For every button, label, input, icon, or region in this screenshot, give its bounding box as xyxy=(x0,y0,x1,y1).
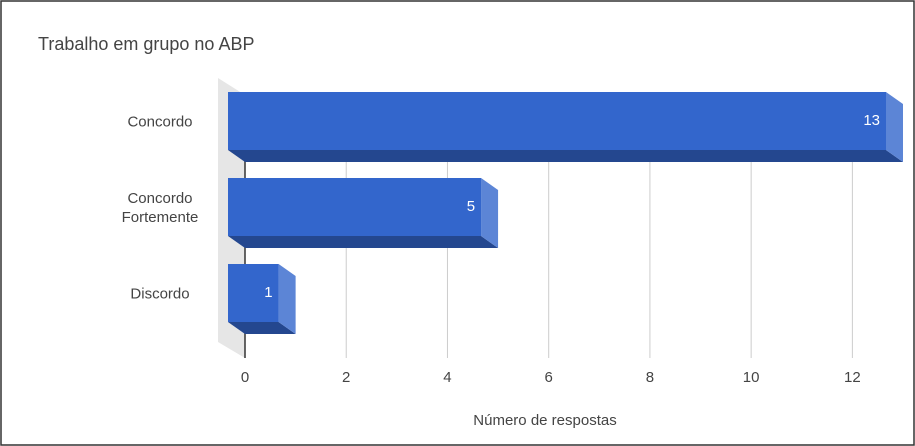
y-tick-label: Concordo Fortemente xyxy=(121,190,199,226)
y-tick-label: Discordo xyxy=(130,285,190,303)
x-axis-label: Número de respostas xyxy=(473,412,616,429)
data-label: 1 xyxy=(264,284,272,301)
bar-side xyxy=(481,178,499,248)
bar-bottom xyxy=(228,236,499,248)
bar-side xyxy=(886,92,903,162)
x-tick-label: 2 xyxy=(342,369,350,386)
bar xyxy=(228,92,886,150)
x-tick-label: 6 xyxy=(545,369,553,386)
bar-bottom xyxy=(228,150,903,162)
x-tick-label: 4 xyxy=(443,369,451,386)
chart-title: Trabalho em grupo no ABP xyxy=(38,34,254,54)
bar-side xyxy=(278,264,296,334)
y-tick-label: Concordo xyxy=(127,113,193,131)
x-tick-label: 8 xyxy=(646,369,654,386)
x-tick-label: 12 xyxy=(844,369,861,386)
x-tick-label: 0 xyxy=(241,369,249,386)
data-label: 5 xyxy=(467,198,475,215)
bar xyxy=(228,178,482,236)
data-label: 13 xyxy=(863,112,880,129)
bar xyxy=(228,264,279,322)
x-tick-label: 10 xyxy=(743,369,760,386)
bar-bottom xyxy=(228,322,296,334)
